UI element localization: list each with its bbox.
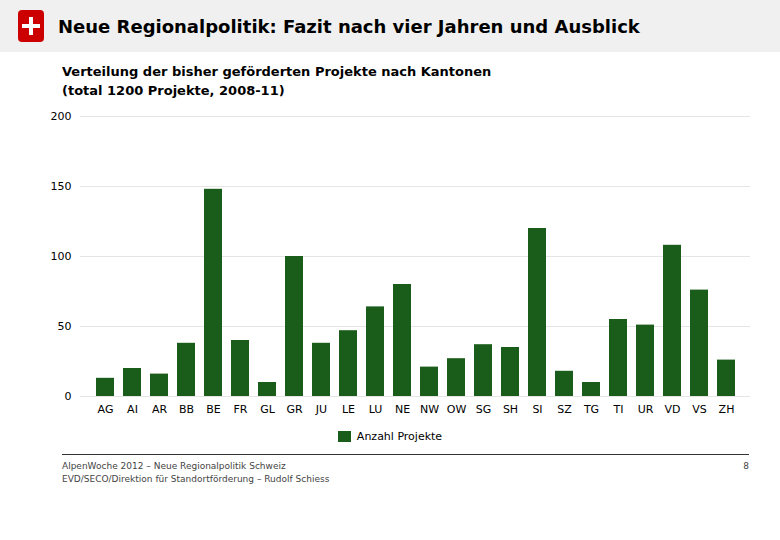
svg-text:100: 100 [51, 250, 72, 263]
html-text:(total 1200 Projekte, 2008-11): (total 1200 Projekte, 2008-11) [62, 83, 285, 98]
svg-text:LU: LU [369, 403, 383, 416]
svg-text:TI: TI [613, 403, 624, 416]
svg-text:VD: VD [665, 403, 681, 416]
svg-text:GL: GL [260, 403, 276, 416]
svg-text:AI: AI [127, 403, 138, 416]
html-text:EVD/SECO/Direktion für Standor: EVD/SECO/Direktion für Standortförderung… [62, 474, 330, 484]
svg-text:200: 200 [51, 110, 72, 123]
svg-text:SI: SI [532, 403, 542, 416]
svg-text:ZH: ZH [719, 403, 735, 416]
svg-text:UR: UR [638, 403, 654, 416]
svg-text:LE: LE [342, 403, 355, 416]
svg-text:150: 150 [51, 180, 72, 193]
svg-text:NW: NW [420, 403, 439, 416]
svg-text:BE: BE [206, 403, 221, 416]
svg-text:JU: JU [315, 403, 327, 416]
html-text:Neue Regionalpolitik: Fazit na: Neue Regionalpolitik: Fazit nach vier Ja… [58, 15, 640, 37]
svg-text:BB: BB [179, 403, 194, 416]
svg-text:NE: NE [395, 403, 410, 416]
svg-text:50: 50 [58, 320, 72, 333]
svg-text:SZ: SZ [557, 403, 572, 416]
svg-text:VS: VS [692, 403, 707, 416]
svg-text:FR: FR [234, 403, 248, 416]
svg-text:SH: SH [503, 403, 518, 416]
svg-text:AR: AR [152, 403, 168, 416]
svg-text:AG: AG [98, 403, 114, 416]
svg-text:0: 0 [65, 390, 72, 403]
html-text:8: 8 [743, 461, 749, 471]
svg-text:TG: TG [583, 403, 599, 416]
html-text:AlpenWoche 2012 – Neue Regiona: AlpenWoche 2012 – Neue Regionalpolitik S… [62, 461, 286, 471]
svg-text:SG: SG [476, 403, 492, 416]
html-text:Verteilung der bisher geförder: Verteilung der bisher geförderten Projek… [62, 64, 492, 79]
svg-text:GR: GR [286, 403, 303, 416]
svg-text:OW: OW [447, 403, 467, 416]
html-text:Anzahl Projekte: Anzahl Projekte [356, 429, 443, 443]
